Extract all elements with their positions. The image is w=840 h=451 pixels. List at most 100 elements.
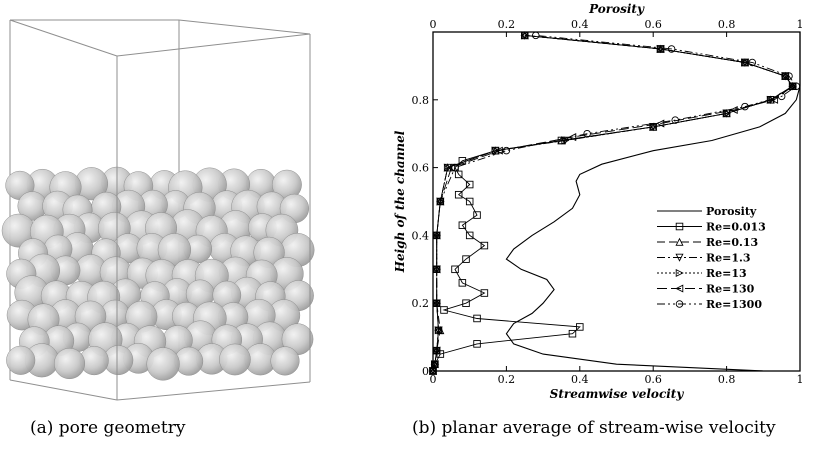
top-tick-label: 1 — [797, 18, 804, 31]
data-point-marker — [443, 163, 452, 172]
data-point-marker — [675, 237, 684, 246]
series-re-0-013 — [429, 31, 797, 375]
data-point-marker — [675, 268, 684, 278]
series-line — [432, 34, 794, 372]
box-edge — [116, 33, 311, 57]
series-re-1300 — [429, 31, 801, 375]
data-point-marker — [432, 265, 441, 274]
data-point-marker — [465, 197, 474, 206]
legend-label: Re=1300 — [706, 298, 762, 311]
legend: Porosity Re=0.013 Re=0.13 Re=1.3 Re=13 Re=130… — [657, 205, 766, 311]
data-point-marker — [473, 340, 481, 348]
data-point-marker — [451, 163, 459, 172]
data-point-marker — [788, 82, 797, 91]
x-axis-label: Streamwise velocity — [550, 387, 685, 401]
data-point-marker — [432, 346, 441, 355]
data-point-marker — [675, 300, 684, 308]
data-point-marker — [740, 58, 749, 67]
data-point-marker — [447, 163, 456, 172]
data-point-marker — [748, 58, 757, 67]
legend-label: Re=130 — [706, 283, 755, 296]
data-point-marker — [741, 102, 749, 111]
top-tick-label: 0.4 — [571, 18, 589, 31]
data-point-marker — [465, 231, 474, 240]
series-re-1-3 — [428, 31, 797, 376]
data-point-marker — [502, 146, 511, 155]
data-point-marker — [462, 255, 470, 263]
data-point-marker — [436, 197, 445, 206]
data-point-marker — [785, 72, 793, 80]
data-point-marker — [568, 133, 577, 142]
data-point-marker — [432, 299, 441, 307]
data-point-marker — [656, 44, 665, 53]
x-tick-label: 0 — [430, 373, 437, 386]
data-point-marker — [675, 222, 684, 231]
x-tick-label: 0.8 — [718, 373, 736, 386]
caption-velocity-chart: (b) planar average of stream-wise veloci… — [412, 418, 776, 438]
y-axis-label: Heigh of the channel — [393, 130, 407, 273]
top-tick-label: 0.6 — [644, 18, 662, 31]
legend-label: Re=1.3 — [706, 252, 751, 265]
data-point-marker — [766, 95, 775, 104]
data-point-marker — [440, 306, 448, 314]
sphere — [219, 343, 251, 376]
data-point-marker — [458, 221, 467, 229]
sphere — [53, 347, 86, 380]
data-point-marker — [462, 299, 470, 307]
data-point-marker — [729, 105, 738, 114]
series-line — [432, 34, 794, 372]
data-point-marker — [568, 329, 577, 338]
sphere — [270, 346, 300, 376]
top-tick-label: 0 — [430, 18, 437, 31]
data-point-marker — [443, 163, 452, 172]
data-point-marker — [788, 82, 797, 91]
legend-label: Re=13 — [706, 267, 747, 280]
box-edge — [116, 381, 311, 401]
data-point-marker — [480, 289, 489, 297]
data-point-marker — [576, 323, 584, 331]
series-line — [432, 34, 794, 372]
data-point-marker — [429, 367, 437, 375]
x-tick-label: 0.4 — [571, 373, 589, 386]
series-re-13 — [429, 31, 797, 376]
x-tick-label: 0.2 — [498, 373, 516, 386]
data-point-marker — [431, 360, 439, 368]
caption-pore-geometry: (a) pore geometry — [30, 418, 186, 438]
sphere — [6, 345, 36, 375]
data-point-marker — [770, 95, 779, 104]
data-point-marker — [722, 109, 731, 118]
data-point-marker — [520, 31, 529, 40]
box-edge — [9, 19, 118, 57]
y-tick-label: 0.4 — [412, 229, 430, 242]
y-tick-label: 0.8 — [412, 94, 430, 107]
plot-frame — [432, 31, 801, 372]
series-line — [432, 34, 794, 372]
data-point-marker — [675, 284, 684, 293]
data-point-marker — [494, 146, 503, 155]
y-tick-label: 0 — [422, 365, 429, 378]
series-porosity-line — [505, 32, 801, 372]
series-re-130 — [428, 31, 797, 376]
data-point-marker — [671, 116, 679, 124]
data-point-marker — [473, 211, 481, 219]
series-line — [432, 34, 797, 372]
top-tick-label: 0.8 — [718, 18, 736, 31]
box-edge — [9, 379, 118, 401]
box-edge — [178, 19, 311, 35]
sphere — [146, 347, 180, 381]
top-axis-label: Porosity — [588, 2, 645, 16]
data-point-marker — [649, 122, 658, 131]
data-point-marker — [792, 82, 801, 90]
data-point-marker — [656, 119, 665, 128]
pore-geometry-panel — [1, 19, 315, 401]
data-point-marker — [583, 129, 591, 138]
data-point-marker — [458, 279, 467, 287]
data-point-marker — [675, 253, 684, 262]
data-point-marker — [473, 314, 481, 323]
data-point-marker — [454, 190, 463, 199]
velocity-chart: 0 0.2 0.4 0.6 0.8 1 0 0.2 0.4 0.6 0.8 1 0 0.2 0.4 0.6 0.… — [393, 2, 804, 401]
legend-label: Porosity — [706, 205, 757, 218]
data-point-marker — [451, 265, 459, 274]
data-point-marker — [777, 92, 786, 101]
